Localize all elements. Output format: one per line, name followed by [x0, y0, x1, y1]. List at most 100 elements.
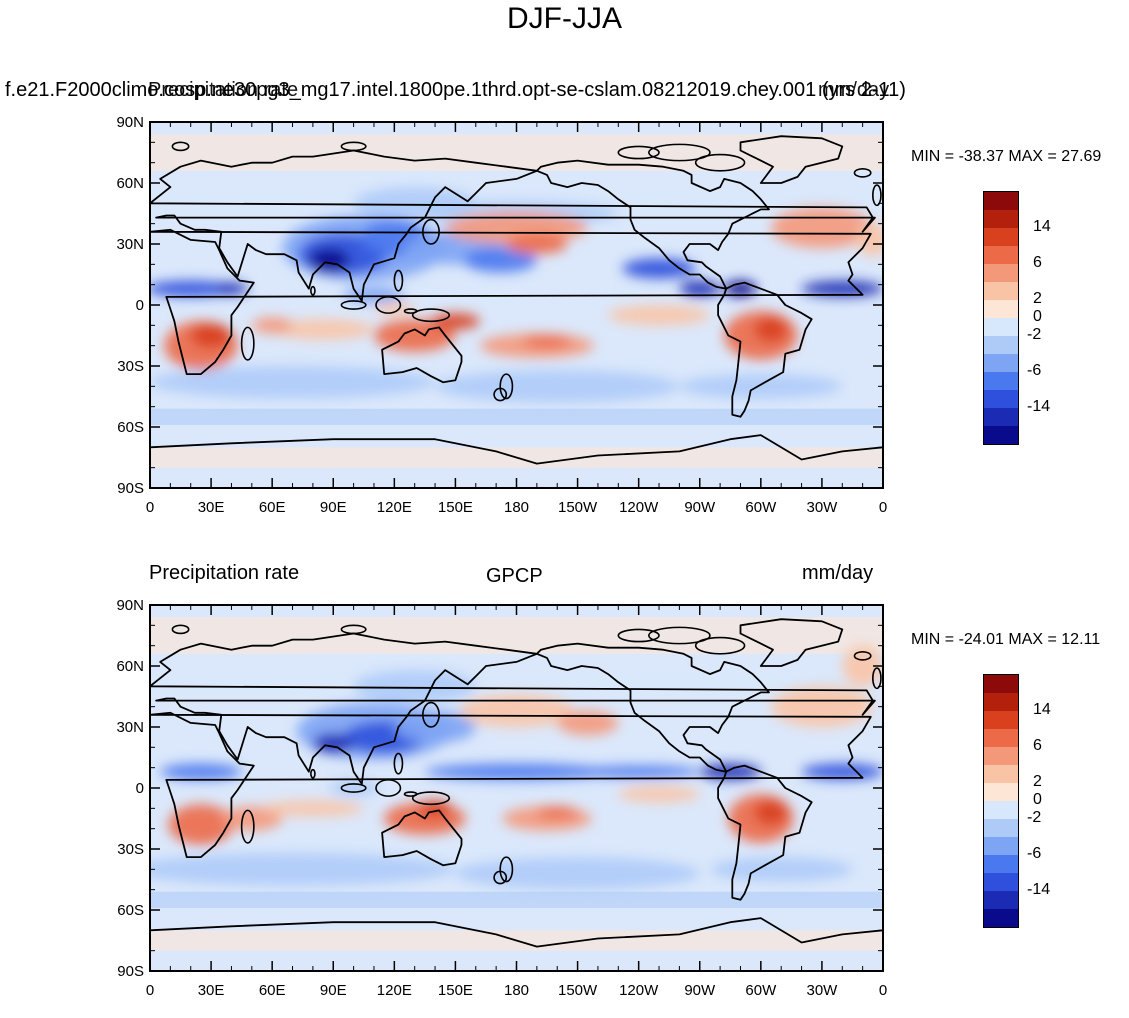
lon-tick-label: 90E	[320, 982, 347, 999]
precip-anomaly	[221, 806, 283, 831]
lon-tick-label: 30E	[198, 499, 225, 516]
colorbar-swatch	[984, 909, 1018, 927]
lat-tick-label: 60N	[116, 175, 144, 192]
precip-anomaly	[557, 710, 619, 736]
lon-tick-label: 60E	[259, 499, 286, 516]
precip-anomaly	[430, 313, 480, 330]
precip-anomaly	[394, 710, 476, 744]
precip-anomaly	[618, 785, 700, 803]
lon-tick-label: 0	[146, 982, 154, 999]
colorbar-model	[983, 191, 1019, 445]
precip-anomaly	[150, 366, 436, 399]
figure-title: DJF-JJA	[507, 2, 622, 35]
island-coastline	[853, 650, 872, 661]
lat-tick-label: 30N	[116, 236, 144, 253]
lat-tick-label: 0	[136, 297, 144, 314]
precip-anomaly	[801, 763, 883, 780]
lon-tick-label: 180	[504, 499, 529, 516]
coastline	[150, 149, 876, 302]
precip-anomaly	[622, 258, 696, 279]
colorbar-label: -14	[1027, 398, 1051, 415]
lon-tick-label: 30E	[198, 982, 225, 999]
island-coastline	[411, 791, 451, 806]
lon-tick-label: 90E	[320, 499, 347, 516]
precip-anomaly	[353, 670, 476, 703]
precip-band	[150, 891, 883, 908]
colorbar-swatch	[984, 873, 1018, 891]
island-coastline	[499, 856, 514, 883]
lat-tick-label: 0	[136, 780, 144, 797]
colorbar-swatch	[984, 819, 1018, 837]
panel2-title-right: mm/day	[802, 562, 874, 584]
coastline	[381, 809, 463, 867]
island-coastline	[240, 809, 255, 844]
colorbar-swatch	[984, 891, 1018, 909]
precip-anomaly	[251, 317, 293, 334]
lon-tick-label: 90W	[684, 982, 716, 999]
colorbar-label: -6	[1027, 362, 1042, 379]
precip-anomaly	[459, 694, 574, 727]
colorbar-swatch	[984, 210, 1018, 228]
colorbar-swatch	[984, 765, 1018, 783]
coastline	[150, 711, 872, 858]
coastline	[536, 642, 770, 773]
lat-tick-label: 30S	[117, 841, 144, 858]
island-coastline	[393, 269, 404, 292]
precip-anomaly	[261, 800, 364, 817]
colorbar-label: 6	[1033, 737, 1042, 754]
lon-tick-label: 30W	[806, 982, 838, 999]
island-coastline	[340, 783, 367, 793]
lat-tick-label: 60S	[117, 419, 144, 436]
colorbar-swatch	[984, 336, 1018, 354]
precip-band	[150, 617, 883, 654]
island-coastline	[171, 141, 190, 152]
lat-tick-label: 60S	[117, 902, 144, 919]
colorbar-label: 2	[1033, 290, 1042, 307]
island-coastline	[375, 779, 402, 797]
precip-anomaly	[522, 335, 572, 348]
colorbar-swatch	[984, 372, 1018, 390]
colorbar-swatch	[984, 282, 1018, 300]
lon-tick-label: 60W	[745, 982, 777, 999]
precip-anomaly	[754, 317, 788, 342]
colorbar-swatch	[984, 711, 1018, 729]
panel2-title-center: GPCP	[486, 565, 543, 587]
precip-anomaly	[435, 370, 680, 403]
precip-anomaly	[679, 280, 721, 297]
lat-tick-label: 60N	[116, 658, 144, 675]
colorbar-swatch	[984, 354, 1018, 372]
lon-tick-label: 150E	[438, 499, 473, 516]
island-coastline	[393, 752, 404, 775]
colorbar-swatch	[984, 408, 1018, 426]
panel2-title-left: Precipitation rate	[149, 562, 300, 584]
colorbar-swatch	[984, 426, 1018, 444]
precip-anomaly	[329, 779, 379, 797]
coastline	[381, 326, 463, 384]
colorbar-label: 14	[1033, 701, 1051, 718]
lon-tick-label: 120E	[377, 499, 412, 516]
precip-anomaly	[699, 763, 761, 780]
coastline	[739, 618, 844, 667]
island-coastline	[499, 373, 514, 400]
island-coastline	[853, 167, 872, 178]
precip-anomaly	[856, 223, 883, 257]
colorbar-swatch	[984, 801, 1018, 819]
colorbar-label: 2	[1033, 773, 1042, 790]
island-coastline	[694, 636, 746, 655]
lon-tick-label: 180	[504, 982, 529, 999]
precip-anomaly	[679, 374, 843, 399]
coastline	[150, 632, 876, 785]
island-coastline	[411, 308, 451, 323]
lat-tick-label: 30S	[117, 358, 144, 375]
precip-anomaly	[150, 280, 236, 297]
colorbar-label: 0	[1033, 308, 1042, 325]
coastline	[536, 159, 770, 290]
precip-anomaly	[343, 286, 405, 303]
colorbar-swatch	[984, 747, 1018, 765]
island-coastline	[340, 300, 367, 310]
colorbar-label: 6	[1033, 254, 1042, 271]
colorbar-swatch	[984, 318, 1018, 336]
colorbar-label: -6	[1027, 845, 1042, 862]
